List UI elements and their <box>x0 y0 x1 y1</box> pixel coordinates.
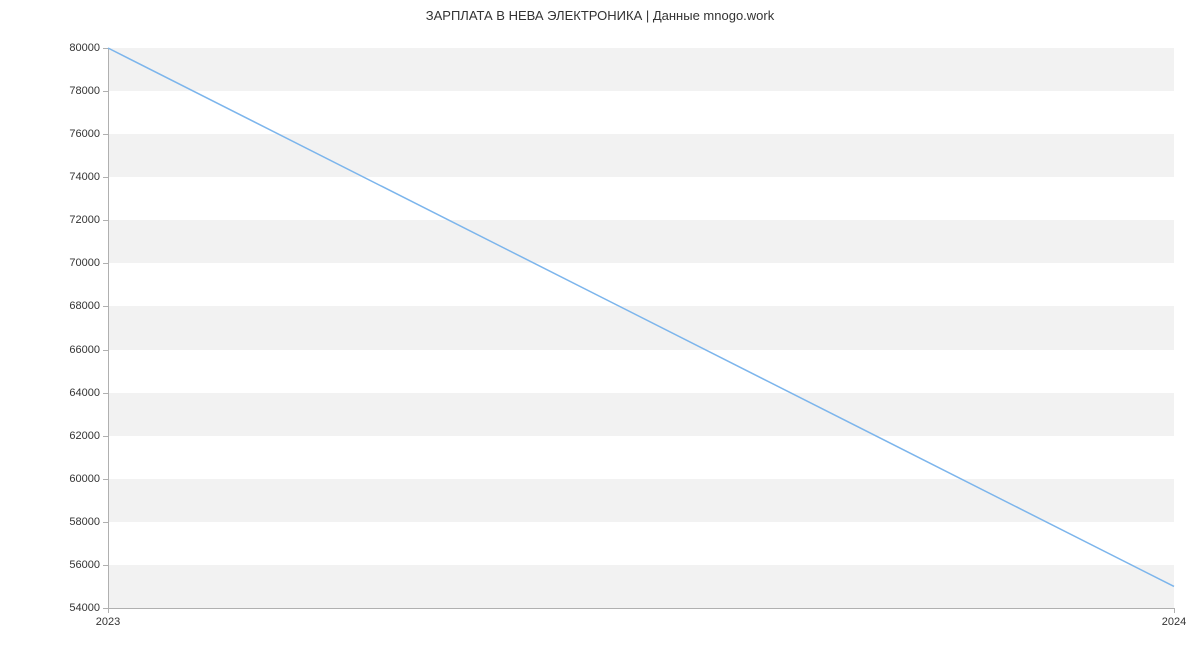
y-tick-label: 80000 <box>69 42 108 54</box>
y-tick-label: 62000 <box>69 430 108 442</box>
y-tick-label: 64000 <box>69 387 108 399</box>
plot-area: 5400056000580006000062000640006600068000… <box>108 48 1174 608</box>
y-tick-label: 68000 <box>69 300 108 312</box>
y-tick-label: 72000 <box>69 214 108 226</box>
y-tick-label: 58000 <box>69 516 108 528</box>
line-layer <box>108 48 1174 608</box>
y-tick-label: 74000 <box>69 171 108 183</box>
y-tick-label: 76000 <box>69 128 108 140</box>
y-tick-label: 78000 <box>69 85 108 97</box>
chart-title: ЗАРПЛАТА В НЕВА ЭЛЕКТРОНИКА | Данные mno… <box>0 8 1200 23</box>
x-tick-label: 2023 <box>96 608 120 628</box>
y-tick-label: 56000 <box>69 559 108 571</box>
x-tick-label: 2024 <box>1162 608 1186 628</box>
y-tick-label: 70000 <box>69 257 108 269</box>
x-axis-line <box>108 608 1174 609</box>
salary-chart: ЗАРПЛАТА В НЕВА ЭЛЕКТРОНИКА | Данные mno… <box>0 0 1200 650</box>
series-line-salary <box>108 48 1174 586</box>
y-tick-label: 60000 <box>69 473 108 485</box>
y-tick-label: 66000 <box>69 344 108 356</box>
